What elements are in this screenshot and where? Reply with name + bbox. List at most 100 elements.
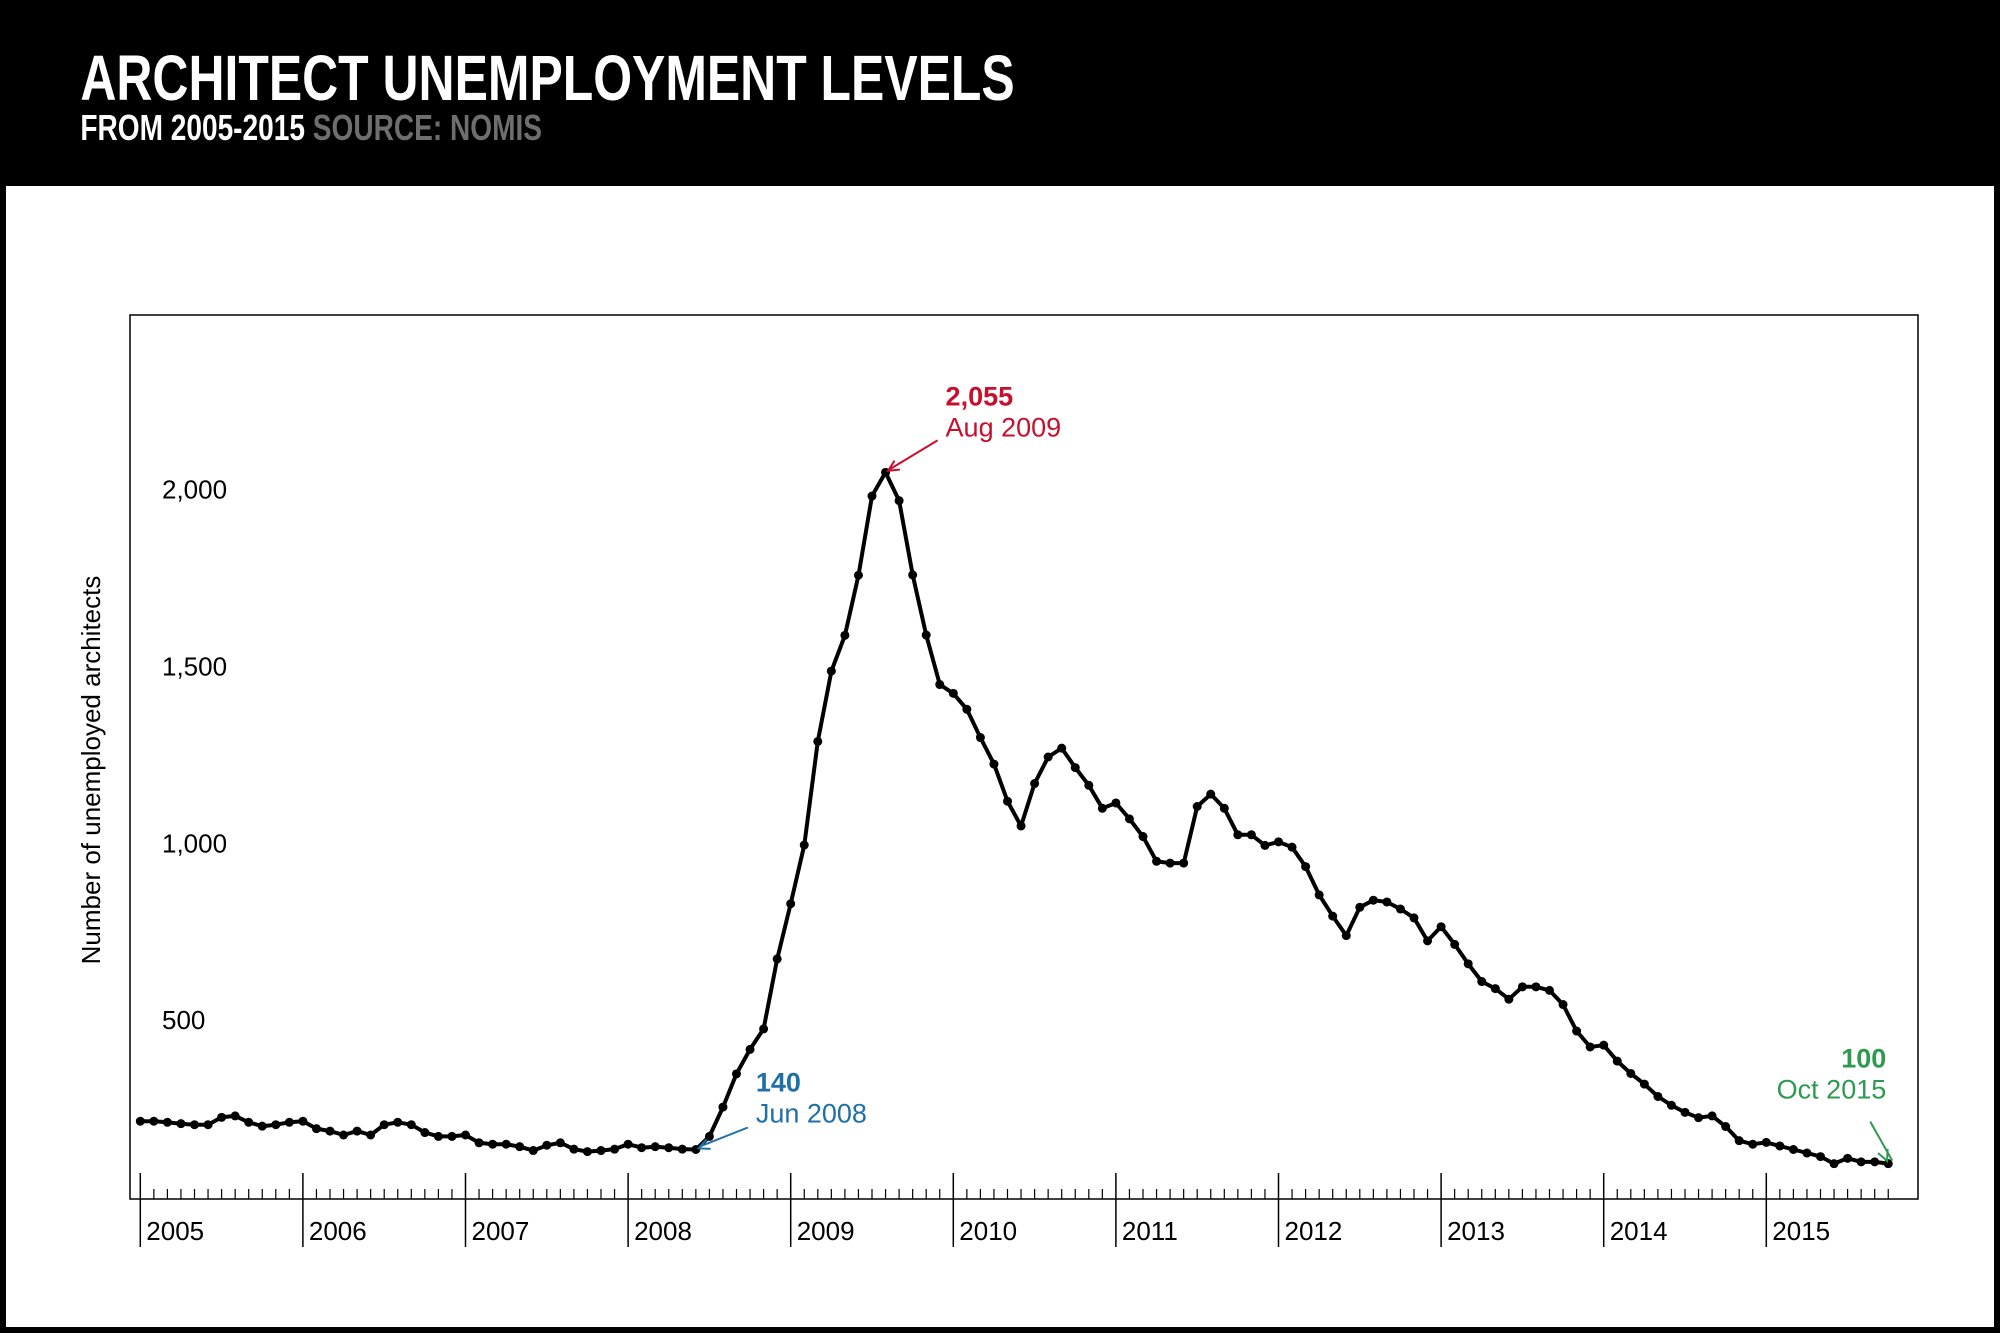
x-tick-label: 2011 <box>1122 1216 1178 1246</box>
point <box>311 1124 321 1134</box>
point <box>1585 1042 1595 1052</box>
point <box>1138 832 1148 842</box>
point <box>1477 977 1487 987</box>
panel <box>6 186 1994 1327</box>
point <box>1341 931 1351 941</box>
point <box>1395 904 1405 914</box>
point <box>677 1144 687 1154</box>
point <box>203 1120 213 1130</box>
x-tick-label: 2006 <box>309 1216 367 1246</box>
point <box>1843 1153 1853 1163</box>
x-tick-label: 2012 <box>1285 1216 1343 1246</box>
point <box>772 954 782 964</box>
point <box>420 1128 430 1138</box>
plot-frame <box>129 314 1919 1200</box>
point <box>718 1102 728 1112</box>
annotation-arrow <box>1869 1121 1894 1162</box>
point <box>149 1116 159 1126</box>
point <box>840 630 850 640</box>
point <box>1070 763 1080 773</box>
point <box>1653 1091 1663 1101</box>
point <box>257 1121 267 1131</box>
point <box>339 1130 349 1140</box>
point <box>298 1116 308 1126</box>
x-tick-label: 2008 <box>634 1216 692 1246</box>
point <box>1761 1137 1771 1147</box>
point <box>190 1120 199 1130</box>
x-tick-label: 2014 <box>1610 1216 1668 1246</box>
point <box>366 1130 376 1140</box>
point <box>1043 752 1053 762</box>
point <box>284 1117 294 1127</box>
point <box>1165 858 1175 868</box>
point <box>1666 1100 1676 1110</box>
point <box>555 1138 565 1148</box>
point <box>461 1130 470 1140</box>
x-tick-label: 2005 <box>146 1216 204 1246</box>
point <box>1111 798 1121 808</box>
y-tick-label: 500 <box>162 1005 205 1035</box>
point <box>813 736 823 746</box>
point <box>176 1119 186 1129</box>
point <box>271 1120 281 1130</box>
point <box>1314 890 1324 900</box>
point <box>1883 1159 1893 1169</box>
line <box>140 470 1889 1166</box>
point <box>447 1131 457 1141</box>
x-tick-label: 2015 <box>1772 1216 1830 1246</box>
point <box>433 1131 443 1141</box>
x-tick-label: 2009 <box>797 1216 855 1246</box>
point <box>623 1139 633 1149</box>
value-label: 140 <box>756 1067 801 1097</box>
point <box>650 1142 660 1152</box>
point <box>217 1112 227 1122</box>
x-tick-label: 2013 <box>1447 1216 1505 1246</box>
point <box>691 1144 701 1154</box>
point <box>935 680 945 690</box>
point <box>1368 895 1378 905</box>
point <box>1382 897 1392 907</box>
point <box>1856 1157 1866 1167</box>
point <box>1829 1159 1839 1169</box>
point <box>908 570 918 580</box>
point <box>948 688 958 698</box>
point <box>1206 789 1216 799</box>
point <box>1409 913 1419 923</box>
annotation: Jun 2008 <box>756 1098 867 1128</box>
x-tick-label: 2007 <box>472 1216 530 1246</box>
point <box>1721 1122 1731 1132</box>
chart-title: ARCHITECT UNEMPLOYMENT LEVELS <box>80 43 1014 114</box>
point <box>610 1144 620 1154</box>
point <box>1003 796 1012 806</box>
point <box>1355 902 1365 912</box>
point <box>1179 858 1189 868</box>
header: ARCHITECT UNEMPLOYMENT LEVELS FROM 2005-… <box>80 43 1014 148</box>
point <box>1233 830 1243 840</box>
point <box>379 1120 389 1130</box>
point <box>528 1146 538 1156</box>
point <box>1707 1111 1717 1121</box>
point <box>596 1146 606 1156</box>
point <box>1517 982 1527 992</box>
point <box>1490 984 1500 994</box>
point <box>894 496 904 506</box>
point <box>501 1139 511 1149</box>
point <box>1450 939 1460 949</box>
annotation: Aug 2009 <box>946 412 1062 442</box>
point <box>1788 1144 1798 1154</box>
point <box>1748 1139 1758 1149</box>
point <box>1124 814 1134 824</box>
point <box>406 1120 416 1130</box>
point <box>826 666 836 676</box>
point <box>704 1131 714 1141</box>
point <box>759 1024 769 1034</box>
arrow-head <box>696 1138 711 1150</box>
annotation: Oct 2015 <box>1777 1075 1887 1105</box>
point <box>732 1069 741 1079</box>
point <box>244 1117 254 1127</box>
point <box>1287 842 1297 852</box>
point <box>1816 1152 1825 1162</box>
point <box>962 704 972 714</box>
arrow-head <box>1877 1148 1889 1163</box>
